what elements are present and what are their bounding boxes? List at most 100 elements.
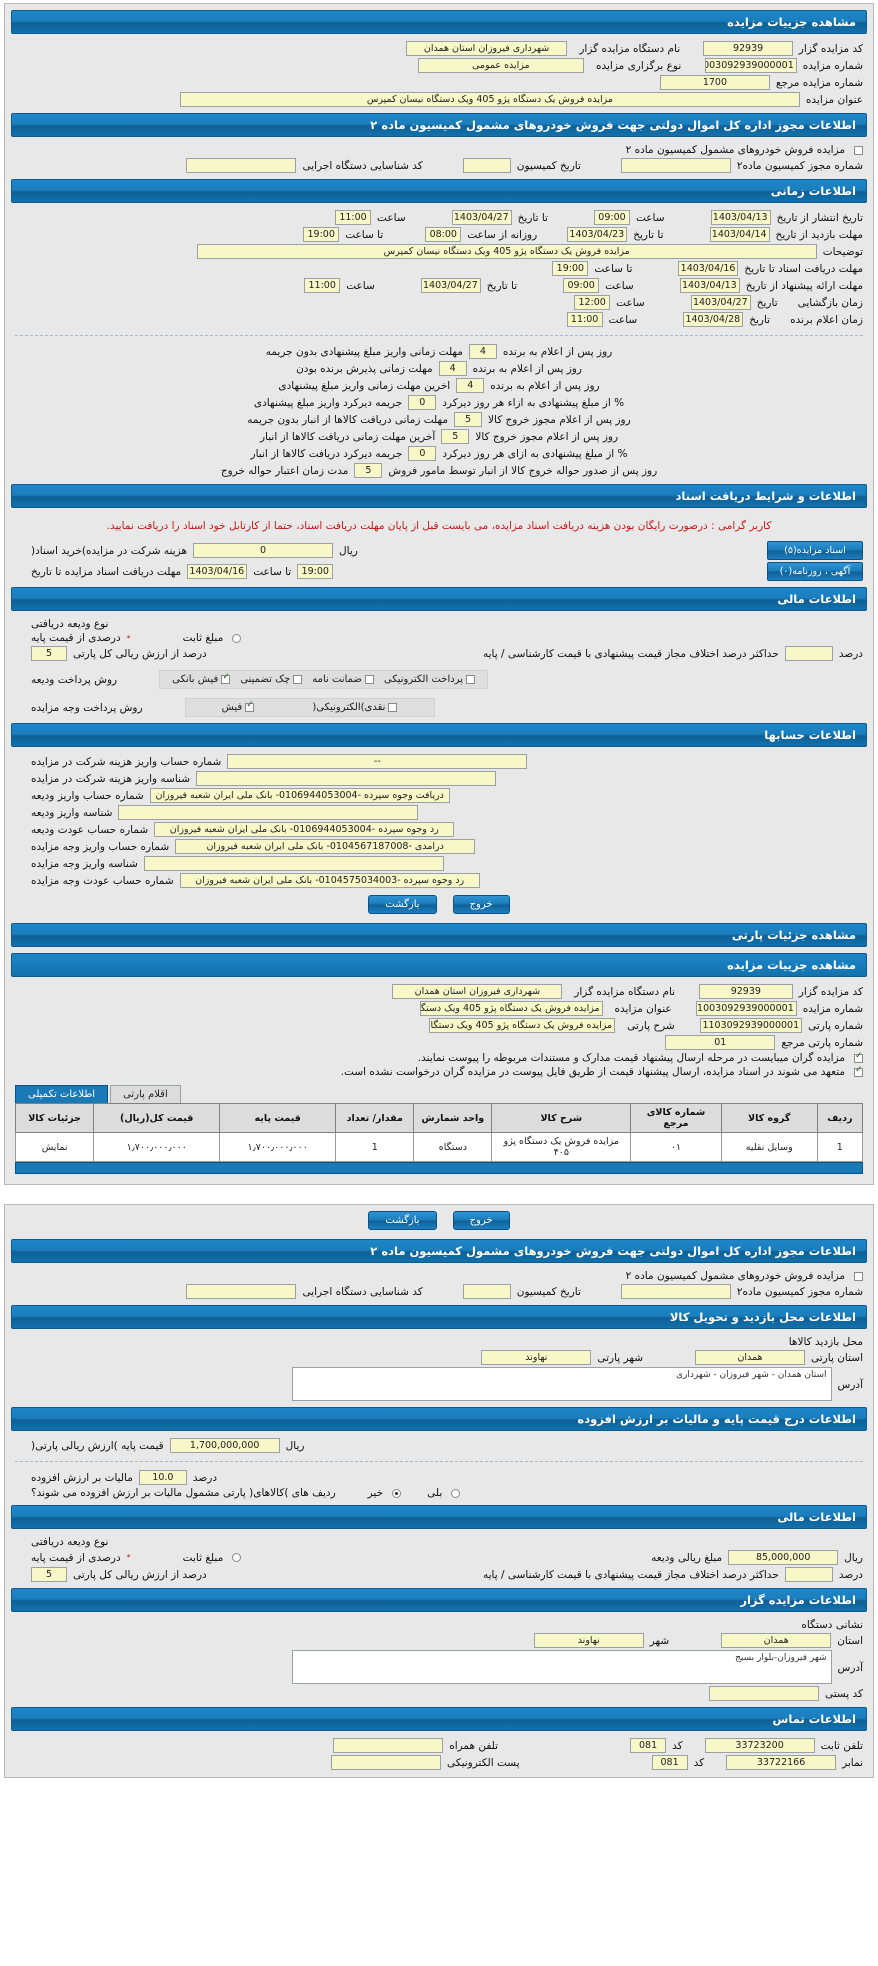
checkbox-certified-check[interactable] bbox=[293, 674, 303, 684]
field-permit-number-2[interactable] bbox=[620, 1284, 731, 1300]
checkbox-receipt[interactable] bbox=[245, 700, 255, 712]
field-doc-deadline-date[interactable]: 1403/04/16 bbox=[678, 261, 739, 276]
checkbox-guarantee-letter[interactable] bbox=[364, 674, 374, 684]
checkbox-cash-electronic[interactable] bbox=[388, 702, 398, 712]
field-opening-date[interactable]: 1403/04/27 bbox=[690, 295, 751, 310]
checkbox-attach-docs[interactable] bbox=[854, 1051, 863, 1063]
checkbox-electronic-payment[interactable] bbox=[465, 674, 475, 684]
field-offer-to-time[interactable]: 11:00 bbox=[304, 278, 341, 293]
field-holder-city[interactable]: نهاوند bbox=[533, 1633, 644, 1649]
field-offer-time[interactable]: 09:00 bbox=[563, 278, 600, 293]
field-base-price[interactable]: 1,700,000,000 bbox=[169, 1438, 280, 1454]
field-ref-number[interactable]: 1700 bbox=[659, 75, 770, 90]
field-visit-time-to[interactable]: 19:00 bbox=[303, 227, 340, 242]
field-fax-code[interactable]: 081 bbox=[651, 1755, 688, 1771]
field-visit-date-to[interactable]: 1403/04/23 bbox=[567, 227, 628, 242]
field-postal-code[interactable] bbox=[708, 1686, 819, 1702]
option-cash-electronic[interactable]: نقدی)الکترونیکی( bbox=[312, 702, 398, 713]
account-value-4[interactable]: رد وجوه سپرده -0106944053004- بانک ملی ا… bbox=[154, 822, 455, 838]
ads-newspaper-button[interactable]: آگهی ، روزنامه(۰) bbox=[767, 562, 863, 582]
penalty-value-1[interactable]: 4 bbox=[438, 361, 467, 376]
field-commission-date[interactable] bbox=[462, 158, 511, 173]
back-button-2[interactable]: بازگشت bbox=[368, 1211, 437, 1231]
checkbox-bank-receipt[interactable] bbox=[221, 672, 231, 684]
account-value-5[interactable]: درامدی -0104567187008- بانک ملی ایران شع… bbox=[175, 839, 476, 855]
field-party-auction-title[interactable]: مزایده فروش یک دستگاه پژو 405 ویک دستگاه… bbox=[420, 1001, 603, 1017]
back-button-1[interactable]: بازگشت bbox=[368, 895, 437, 915]
radio-fixed-amount-2[interactable] bbox=[232, 1553, 242, 1563]
exit-button-1[interactable]: خروج bbox=[452, 895, 510, 915]
field-exec-org-id-2[interactable] bbox=[186, 1284, 297, 1300]
radio-vat-yes[interactable] bbox=[451, 1488, 461, 1498]
field-docs-fee[interactable]: 0 bbox=[193, 543, 333, 559]
field-receive-time[interactable]: 19:00 bbox=[297, 564, 334, 580]
radio-fixed-amount[interactable] bbox=[232, 633, 242, 643]
field-party-desc[interactable]: مزایده فروش یک دستگاه پژو 405 ویک دستگاه… bbox=[429, 1018, 616, 1034]
field-phone-code[interactable]: 081 bbox=[630, 1738, 667, 1754]
auction-docs-button[interactable]: اسناد مزایده(۵) bbox=[767, 541, 863, 561]
checkbox-commission-vehicles-2[interactable] bbox=[854, 1271, 863, 1281]
field-max-diff[interactable] bbox=[784, 646, 833, 662]
field-city[interactable]: نهاوند bbox=[481, 1350, 592, 1366]
field-publish-time-to[interactable]: 11:00 bbox=[335, 210, 372, 225]
field-holder-name[interactable]: شهرداری فیروزان استان همدان bbox=[405, 41, 568, 56]
field-opening-time[interactable]: 12:00 bbox=[574, 295, 611, 310]
penalty-value-6[interactable]: 0 bbox=[408, 446, 437, 461]
field-fax[interactable]: 33722166 bbox=[726, 1755, 837, 1771]
field-mobile[interactable] bbox=[333, 1738, 444, 1754]
field-commission-date-2[interactable] bbox=[462, 1284, 511, 1300]
field-permit-number[interactable] bbox=[620, 158, 731, 173]
field-percent-value[interactable]: 5 bbox=[31, 646, 67, 662]
field-auction-type[interactable]: مزایده عمومی bbox=[417, 58, 584, 73]
account-value-0[interactable]: -- bbox=[227, 754, 528, 770]
field-party-number[interactable]: 1103092939000001 bbox=[699, 1018, 803, 1034]
radio-vat-no[interactable] bbox=[392, 1488, 402, 1498]
field-holder-province[interactable]: همدان bbox=[721, 1633, 832, 1649]
field-province[interactable]: همدان bbox=[695, 1350, 805, 1366]
field-winner-time[interactable]: 11:00 bbox=[566, 312, 603, 327]
penalty-value-4[interactable]: 5 bbox=[454, 412, 482, 427]
field-exec-org-id[interactable] bbox=[186, 158, 297, 173]
field-publish-time-from[interactable]: 09:00 bbox=[593, 210, 630, 225]
field-visit-date-from[interactable]: 1403/04/14 bbox=[709, 227, 770, 242]
field-party-holder-code[interactable]: 92939 bbox=[698, 984, 793, 1000]
field-address[interactable]: استان همدان - شهر فیروزان - شهرداری bbox=[291, 1367, 832, 1402]
option-certified-check[interactable]: چک تضمینی bbox=[240, 674, 303, 685]
field-offer-deadline-date[interactable]: 1403/04/13 bbox=[679, 278, 740, 293]
field-visit-time-from[interactable]: 08:00 bbox=[425, 227, 462, 242]
penalty-value-5[interactable]: 5 bbox=[441, 429, 470, 444]
field-deposit-amount[interactable]: 85,000,000 bbox=[728, 1550, 839, 1566]
penalty-value-7[interactable]: 5 bbox=[354, 463, 383, 478]
option-receipt[interactable]: فیش bbox=[222, 700, 255, 713]
penalty-value-0[interactable]: 4 bbox=[468, 344, 497, 359]
account-value-1[interactable] bbox=[196, 771, 497, 787]
option-guarantee-letter[interactable]: ضمانت نامه bbox=[312, 674, 374, 685]
penalty-value-3[interactable]: 0 bbox=[408, 395, 437, 410]
field-auction-number[interactable]: 1003092939000001 bbox=[704, 58, 797, 73]
table-row[interactable]: 1 وسایل نقلیه ۰۱ مزایده فروش یک دستگاه پ… bbox=[14, 1132, 864, 1163]
field-phone[interactable]: 33723200 bbox=[704, 1738, 815, 1754]
account-value-6[interactable] bbox=[143, 856, 444, 872]
account-value-7[interactable]: رد وجوه سپرده -0104575034003- بانک ملی ا… bbox=[179, 873, 480, 889]
option-bank-receipt[interactable]: فیش بانکی bbox=[172, 672, 231, 685]
cell-details-link[interactable]: نمایش bbox=[14, 1132, 95, 1163]
checkbox-price-attachment[interactable] bbox=[854, 1065, 863, 1077]
tab-party-items[interactable]: اقلام پارتی bbox=[110, 1085, 181, 1104]
penalty-value-2[interactable]: 4 bbox=[456, 378, 485, 393]
field-party-auction-number[interactable]: 1003092939000001 bbox=[696, 1001, 797, 1017]
field-party-ref[interactable]: 01 bbox=[665, 1035, 776, 1051]
field-offer-to-date[interactable]: 1403/04/27 bbox=[420, 278, 481, 293]
field-max-diff-2[interactable] bbox=[784, 1567, 833, 1583]
field-doc-deadline-time[interactable]: 19:00 bbox=[552, 261, 589, 276]
field-publish-date-to[interactable]: 1403/04/27 bbox=[451, 210, 512, 225]
checkbox-commission-vehicles[interactable] bbox=[854, 145, 863, 155]
account-value-3[interactable] bbox=[118, 805, 419, 821]
field-party-holder-name[interactable]: شهرداری فیروزان استان همدان bbox=[392, 984, 563, 1000]
field-holder-code[interactable]: 92939 bbox=[703, 41, 793, 56]
field-receive-date[interactable]: 1403/04/16 bbox=[187, 564, 248, 580]
field-email[interactable] bbox=[331, 1755, 442, 1771]
field-time-description[interactable]: مزایده فروش یک دستگاه پژو 405 ویک دستگاه… bbox=[196, 244, 817, 259]
field-vat[interactable]: 10.0 bbox=[138, 1470, 187, 1486]
field-percent-value-2[interactable]: 5 bbox=[31, 1567, 67, 1583]
field-winner-date[interactable]: 1403/04/28 bbox=[683, 312, 744, 327]
